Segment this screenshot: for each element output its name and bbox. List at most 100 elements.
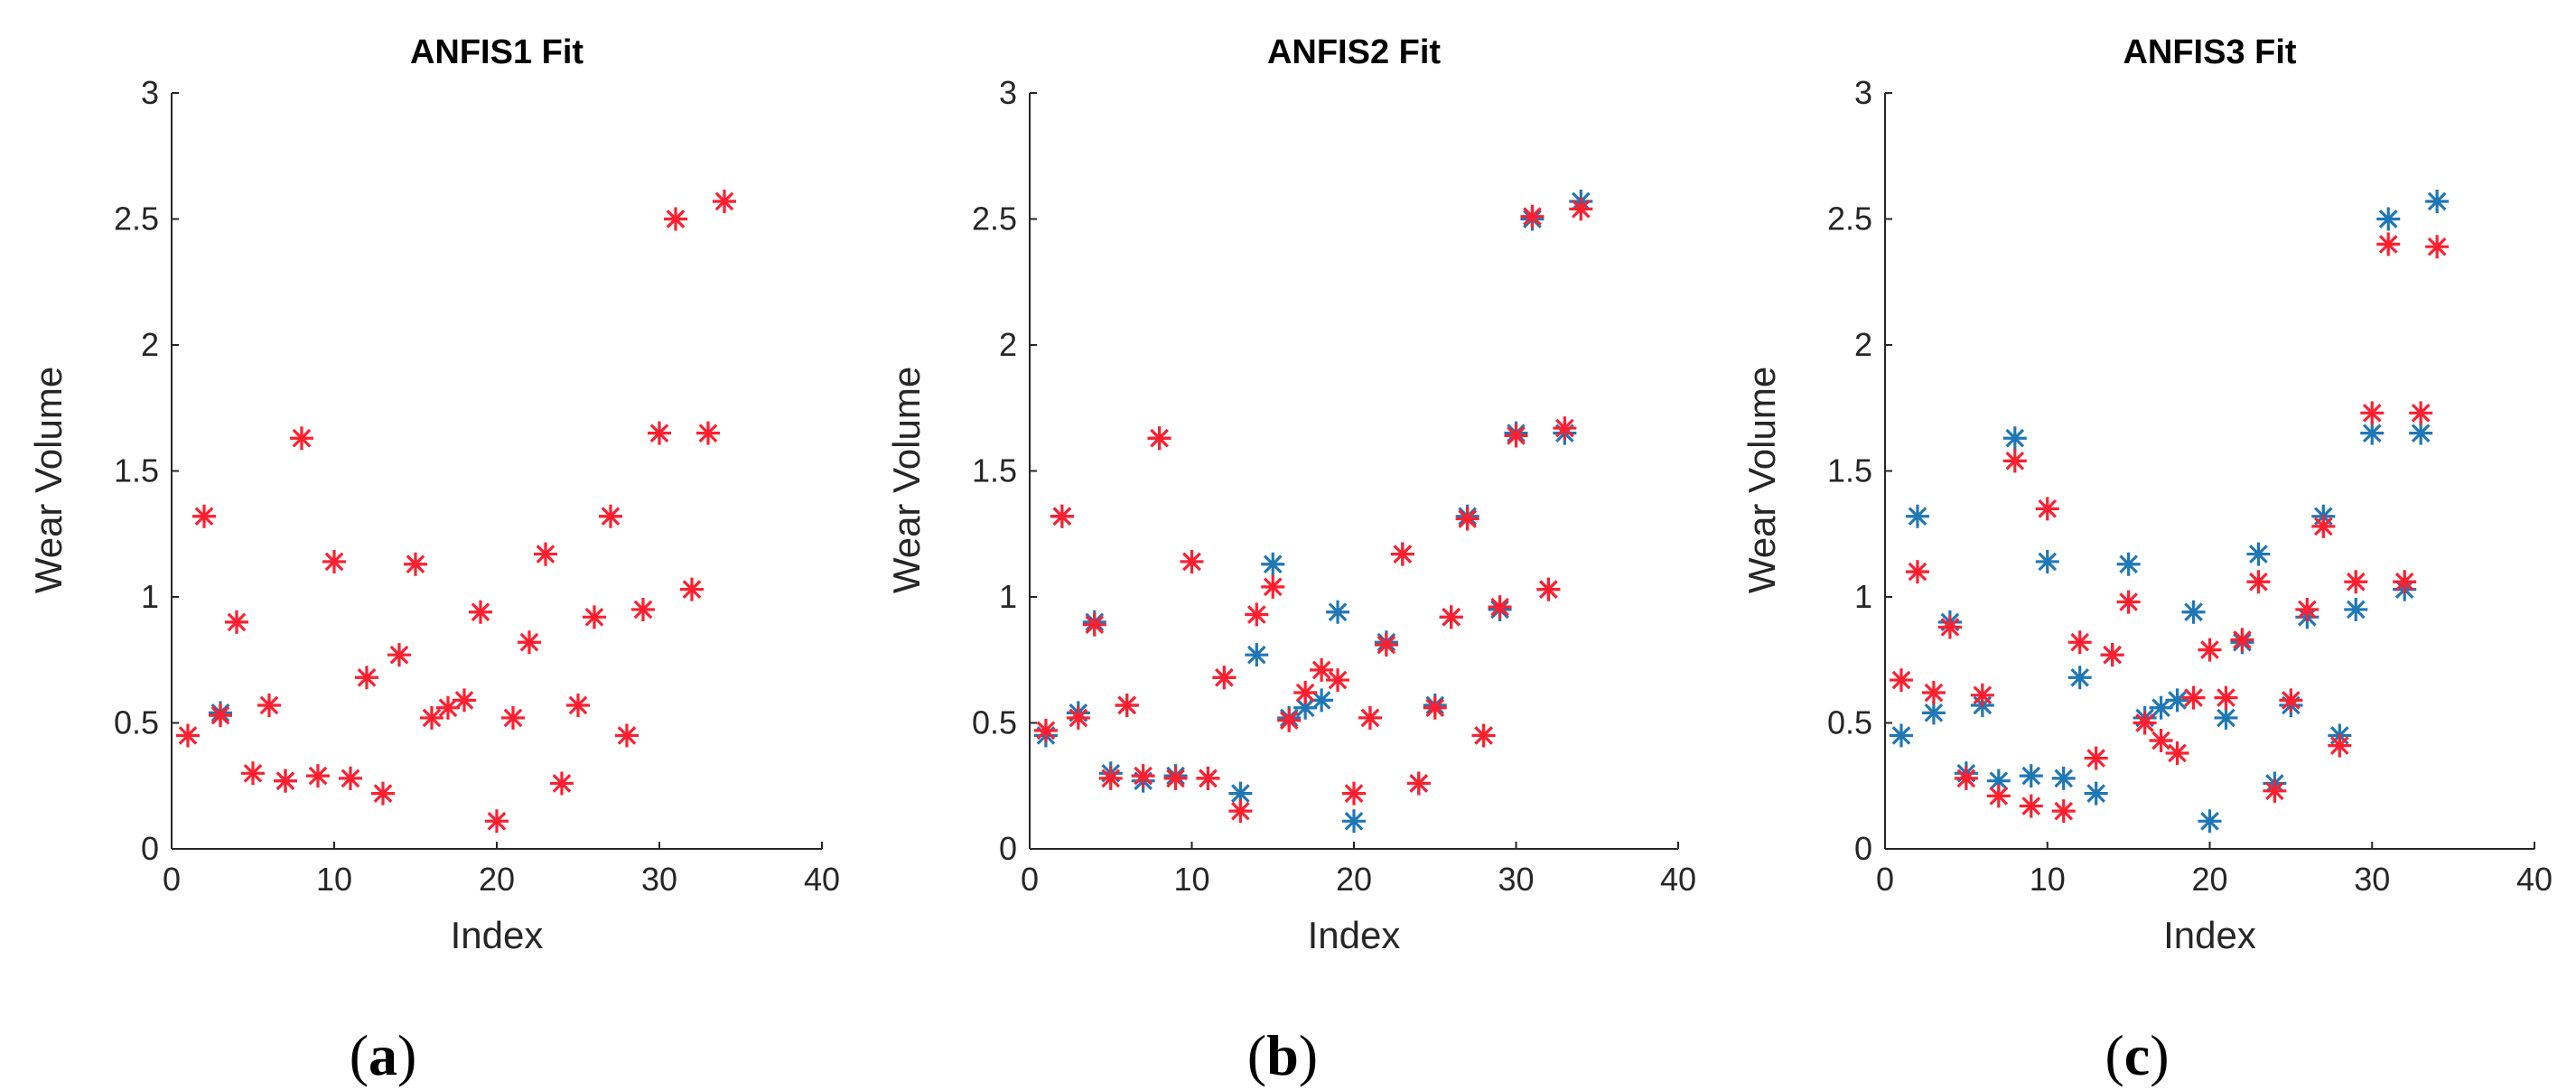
data-point-predicted (2019, 794, 2043, 818)
data-point-predicted (2165, 741, 2189, 765)
data-point-predicted (225, 610, 248, 634)
data-point-predicted (1212, 666, 1237, 690)
data-point-predicted (1131, 764, 1155, 788)
data-point-predicted (518, 630, 541, 655)
data-point-predicted (1921, 681, 1946, 705)
data-point-predicted (534, 542, 557, 566)
x-tick-label: 30 (1498, 861, 1534, 898)
data-point-actual (2198, 809, 2222, 834)
data-point-actual (1986, 769, 2011, 793)
x-axis-label: Index (2163, 914, 2256, 956)
data-point-predicted (290, 426, 313, 451)
data-point-predicted (1553, 416, 1577, 441)
data-point-actual (2084, 781, 2108, 806)
series-predicted (1889, 232, 2450, 824)
x-tick-label: 40 (1660, 861, 1696, 898)
data-point-predicted (371, 781, 395, 806)
y-axis-label: Wear Volume (1741, 367, 1783, 593)
data-point-predicted (1163, 766, 1188, 790)
panel-label-close: ) (2150, 1023, 2169, 1087)
data-point-actual (2116, 552, 2141, 576)
data-point-predicted (1293, 681, 1318, 705)
y-tick-label: 2 (1854, 326, 1872, 363)
data-point-predicted (1228, 799, 1253, 824)
data-point-predicted (1098, 766, 1123, 790)
panel-label-letter: a (369, 1023, 397, 1087)
y-tick-label: 0 (141, 830, 159, 867)
data-point-predicted (1310, 657, 1334, 682)
x-tick-label: 0 (1021, 861, 1039, 898)
data-point-predicted (469, 600, 492, 624)
data-point-predicted (1066, 705, 1090, 730)
data-point-predicted (2295, 597, 2319, 621)
data-point-actual (1889, 723, 1913, 748)
data-point-predicted (1986, 784, 2011, 808)
data-point-predicted (599, 504, 622, 528)
x-tick-label: 20 (479, 861, 515, 898)
data-point-predicted (1196, 766, 1220, 790)
data-point-predicted (1147, 426, 1171, 451)
y-tick-label: 0 (1854, 830, 1872, 867)
data-point-predicted (436, 695, 460, 720)
y-tick-label: 2 (141, 326, 159, 363)
data-point-actual (1905, 504, 1929, 528)
data-point-actual (1326, 600, 1350, 624)
chart-title: ANFIS2 Fit (1267, 33, 1441, 71)
data-point-actual (2344, 597, 2368, 621)
data-point-predicted (1082, 612, 1106, 637)
panel-label-open: ( (350, 1023, 369, 1087)
data-point-predicted (1261, 574, 1285, 599)
data-point-actual (2035, 549, 2059, 573)
data-point-predicted (1050, 504, 1074, 528)
data-point-actual (2214, 705, 2238, 730)
x-tick-label: 0 (163, 861, 181, 898)
chart-panel-1: 0 10 20 30 40 0 0.5 1 1.5 2 2.5 3 ANFIS1 Fit Index Wea… (27, 33, 840, 1087)
data-point-actual (2181, 600, 2206, 624)
data-point-predicted (696, 421, 720, 445)
data-point-predicted (1954, 766, 1978, 790)
data-point-predicted (1390, 542, 1414, 566)
data-point-predicted (2393, 570, 2417, 594)
data-point-predicted (485, 809, 509, 834)
data-point-actual (1228, 781, 1253, 806)
data-point-predicted (420, 705, 443, 730)
y-tick-label: 3 (141, 74, 159, 111)
data-point-actual (2067, 666, 2092, 690)
data-point-actual (2165, 688, 2189, 713)
y-tick-label: 0.5 (1827, 704, 1872, 741)
x-tick-label: 40 (2516, 861, 2553, 898)
data-point-predicted (1455, 507, 1479, 531)
y-tick-label: 1 (999, 578, 1017, 615)
data-point-predicted (1504, 424, 1528, 448)
x-tick-label: 20 (1336, 861, 1372, 898)
y-tick-label: 2.5 (1827, 200, 1872, 238)
data-point-predicted (387, 643, 411, 667)
data-point-actual (1261, 552, 1285, 576)
data-point-predicted (615, 723, 639, 748)
data-point-predicted (404, 552, 427, 576)
x-axis-label: Index (451, 914, 544, 956)
data-point-predicted (2311, 514, 2336, 538)
x-tick-label: 40 (804, 861, 840, 898)
data-point-predicted (1889, 668, 1913, 693)
series-predicted (1033, 197, 1593, 824)
x-tick-label: 10 (1173, 861, 1209, 898)
y-tick-label: 1.5 (114, 452, 159, 489)
data-point-predicted (566, 693, 590, 717)
data-point-predicted (1937, 615, 1962, 639)
data-point-predicted (355, 666, 378, 690)
y-tick-label: 3 (1854, 74, 1872, 111)
data-point-predicted (1439, 605, 1463, 629)
panel-label-open: ( (1247, 1023, 1266, 1087)
panel-label-letter: c (2124, 1023, 2150, 1087)
x-axis-label: Index (1308, 914, 1401, 956)
y-axis-label: Wear Volume (27, 367, 70, 593)
data-point-predicted (2100, 643, 2124, 667)
data-point-predicted (2214, 685, 2238, 710)
data-point-actual (1342, 809, 1366, 834)
data-point-actual (2246, 542, 2271, 566)
data-point-predicted (322, 549, 346, 573)
data-point-predicted (2181, 685, 2206, 710)
x-tick-label: 30 (2354, 861, 2390, 898)
data-point-predicted (713, 189, 736, 213)
